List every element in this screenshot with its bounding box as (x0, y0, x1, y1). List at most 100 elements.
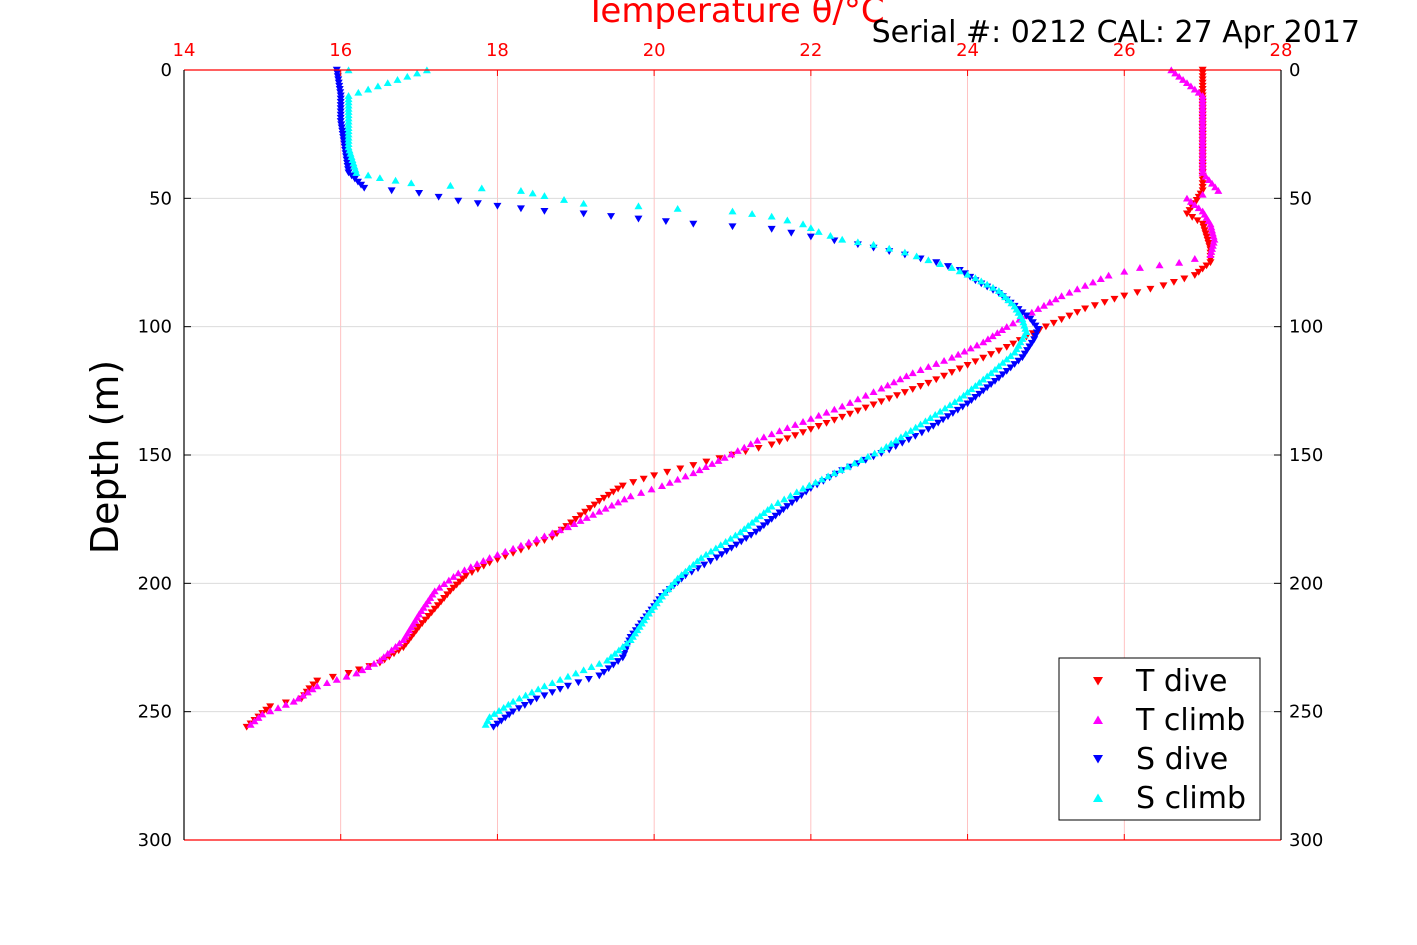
data-point (987, 351, 996, 358)
data-point (1045, 298, 1054, 306)
data-point (717, 551, 726, 559)
data-point (783, 503, 792, 510)
data-point (1020, 350, 1029, 358)
data-point (706, 547, 715, 555)
data-point (1049, 319, 1058, 327)
data-point (387, 646, 396, 654)
data-point (941, 404, 950, 412)
data-point (936, 260, 945, 267)
data-point (391, 643, 400, 650)
data-point (916, 383, 925, 390)
data-point (515, 694, 524, 702)
data-point (700, 561, 709, 569)
y-tick-label-left: 0 (161, 60, 172, 81)
data-point (676, 465, 685, 473)
data-point (767, 225, 776, 233)
data-point (1110, 295, 1119, 303)
data-point (532, 695, 541, 703)
data-point (1023, 347, 1032, 354)
data-point (877, 446, 886, 454)
data-point (609, 488, 618, 496)
x-tick-label: 22 (799, 40, 822, 61)
data-point (614, 485, 623, 493)
legend-label: S climb (1136, 781, 1246, 816)
data-point (814, 228, 823, 235)
data-point (342, 672, 351, 680)
data-point (407, 179, 416, 187)
data-point (493, 202, 502, 210)
data-point (587, 663, 596, 670)
data-point (926, 414, 935, 421)
data-point (595, 507, 604, 515)
data-point (1182, 210, 1191, 218)
data-point (869, 240, 878, 248)
data-point (1146, 285, 1155, 293)
data-point (440, 580, 449, 588)
data-point (697, 554, 706, 561)
data-point (604, 491, 613, 499)
chart-subtitle: Serial #: 0212 CAL: 27 Apr 2017 (872, 15, 1360, 50)
data-point (837, 466, 846, 473)
data-point (424, 612, 433, 620)
data-point (931, 410, 940, 418)
data-point (773, 499, 782, 506)
data-point (727, 544, 736, 552)
data-point (783, 424, 792, 431)
data-point (883, 381, 892, 389)
data-point (571, 669, 580, 677)
data-point (1009, 340, 1018, 348)
data-point (932, 376, 941, 384)
data-point (581, 508, 590, 516)
data-point (601, 504, 610, 512)
data-point (783, 216, 792, 224)
data-point (576, 512, 585, 520)
data-point (1190, 201, 1199, 208)
data-point (647, 485, 656, 493)
data-point (759, 522, 768, 530)
legend-entries: T dive T climb S dive S climb (1093, 664, 1246, 816)
data-point (560, 196, 569, 203)
data-point (998, 371, 1007, 379)
data-point (1065, 288, 1074, 296)
data-point (763, 505, 772, 513)
data-point (775, 427, 784, 435)
data-point (579, 666, 588, 674)
data-point (479, 557, 488, 564)
data-point (618, 643, 627, 650)
data-point (499, 703, 508, 711)
y-tick-label-left: 100 (138, 317, 172, 338)
data-point (250, 717, 259, 725)
data-point (664, 585, 673, 593)
data-point (1002, 355, 1011, 363)
legend-label: S dive (1136, 742, 1228, 777)
x-tick-label: 14 (173, 40, 196, 61)
data-point (556, 526, 565, 534)
data-point (994, 374, 1003, 382)
y-tick-label-left: 200 (138, 573, 172, 594)
data-point (1175, 72, 1184, 80)
data-point (936, 407, 945, 415)
data-point (1031, 332, 1040, 340)
data-point (352, 169, 361, 176)
data-point (1002, 344, 1011, 351)
data-point (853, 395, 862, 403)
data-point (806, 224, 815, 232)
data-point (979, 338, 988, 346)
data-point (466, 563, 475, 571)
data-point (579, 199, 588, 207)
data-point (1002, 367, 1011, 375)
data-point (435, 583, 444, 591)
data-point (477, 184, 486, 192)
data-point (971, 274, 980, 282)
data-point (1182, 194, 1191, 202)
data-point (501, 714, 510, 722)
data-point (955, 394, 964, 402)
legend-marker (1093, 793, 1103, 802)
data-point (901, 430, 910, 438)
data-point (309, 681, 318, 689)
data-point (1120, 267, 1129, 275)
data-point (650, 472, 659, 480)
data-point (540, 532, 549, 540)
data-point (281, 701, 290, 708)
data-point (1096, 275, 1105, 282)
